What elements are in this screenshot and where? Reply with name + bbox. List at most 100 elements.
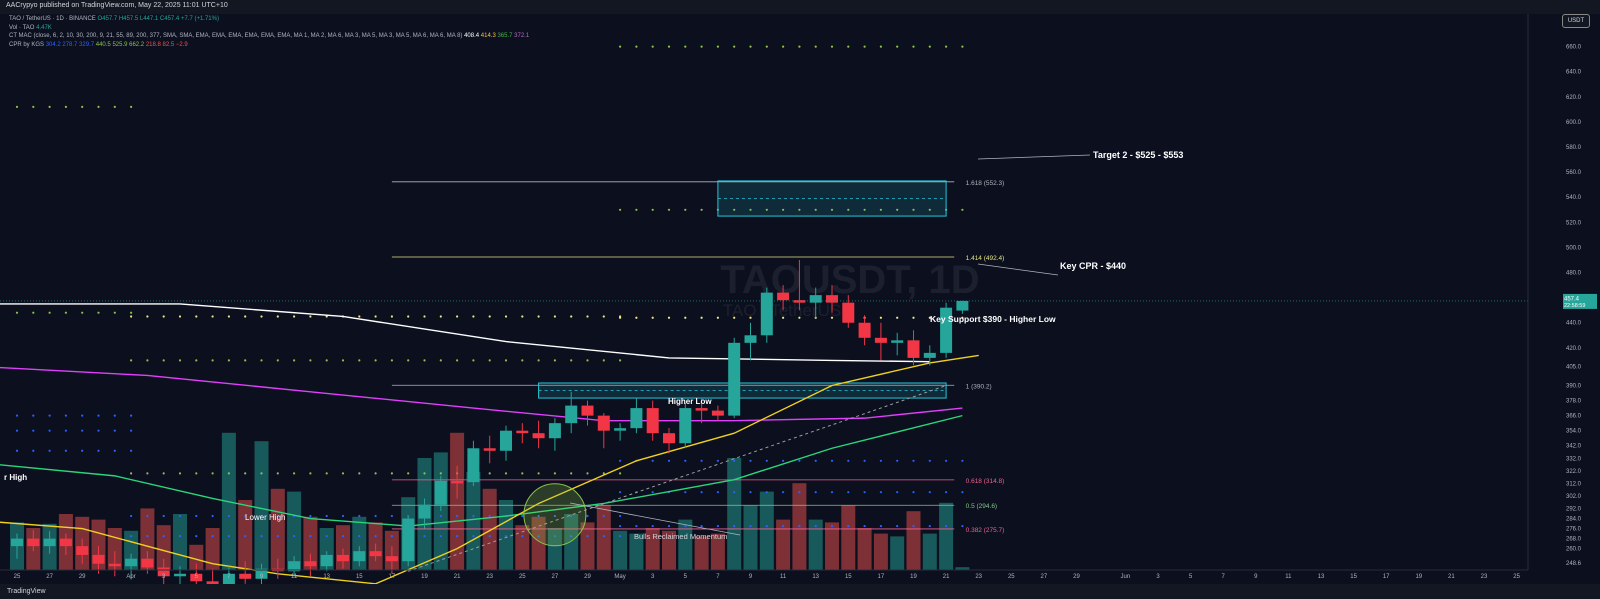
cpr-dot (146, 514, 149, 518)
legend-cpr-v2: 278.7 (62, 41, 78, 48)
candle (353, 546, 366, 567)
cpr-dot (97, 449, 100, 452)
cpr-dot (390, 359, 393, 362)
cpr-dot (619, 45, 622, 48)
watermark-symbol: TAOUSDT, 1D (720, 258, 979, 302)
time-tick-label: 7 (1222, 574, 1226, 580)
time-tick-label: 29 (584, 574, 591, 580)
candle-body (108, 563, 121, 567)
volume-bar (662, 530, 676, 570)
legend-volume-row[interactable]: Vol · TAO 4.47K (9, 24, 529, 33)
cpr-dot (896, 208, 899, 211)
cpr-dot (488, 315, 491, 318)
time-tick-label: 3 (651, 574, 655, 580)
volume-bar (270, 488, 285, 570)
candle (320, 551, 333, 572)
cpr-dot (81, 414, 84, 417)
cpr-dot (227, 472, 230, 475)
cpr-dot (619, 514, 622, 518)
cpr-dot (293, 472, 296, 475)
cpr-dot (830, 524, 834, 528)
price-tick-label: 405.0 (1566, 365, 1582, 371)
cpr-dot (358, 359, 361, 362)
cpr-dot (863, 459, 866, 462)
volume-bar (743, 505, 758, 570)
volume-bar (254, 441, 269, 570)
time-tick-label: 17 (389, 574, 396, 580)
candle-body (956, 300, 969, 311)
volume-bar (939, 502, 954, 570)
cpr-dot (293, 315, 296, 318)
candle (679, 403, 692, 449)
cpr-dot (651, 208, 654, 211)
cpr-dot (227, 359, 230, 362)
cpr-dot (651, 45, 654, 48)
legend-change: +7.7 (+1.71%) (180, 16, 219, 22)
cpr-dot (814, 459, 817, 462)
candle-body (27, 538, 40, 547)
candle-body (663, 433, 675, 444)
legend-ctmac-v1: 408.4 (464, 33, 480, 39)
volume-bar (205, 528, 220, 570)
legend-cpr-row[interactable]: CPR by KGS 304.2 278.7 329.7 440.5 525.9… (9, 41, 529, 50)
candle-body (320, 554, 333, 567)
cpr-dot (244, 359, 247, 362)
cpr-dot (961, 491, 964, 494)
cpr-dot (293, 535, 296, 538)
candle (923, 345, 936, 366)
cpr-dot (749, 316, 752, 319)
time-tick-label: 7 (716, 574, 720, 580)
cpr-dot (863, 524, 866, 528)
candle-body (923, 352, 936, 358)
candle-body (630, 408, 643, 429)
cpr-dot (619, 459, 622, 462)
cpr-dot (830, 491, 834, 494)
fib-label: 0.618 (314.8) (966, 478, 1005, 485)
cpr-dot (619, 472, 622, 475)
cpr-dot (847, 459, 850, 462)
time-tick-label: 25 (1513, 574, 1520, 580)
volume-bar (287, 491, 302, 570)
time-tick-label: 13 (323, 574, 330, 580)
moving-average-line (0, 303, 930, 363)
time-tick-label: 3 (162, 574, 166, 580)
candle-body (304, 561, 317, 567)
candle (663, 428, 675, 454)
volume-bar (580, 522, 595, 570)
legend-ctmac-row[interactable]: CT MAC (close, 6, 2, 10, 30, 200, 9, 21,… (9, 32, 529, 41)
cpr-dot (635, 208, 638, 211)
annotation-lower-high: Lower High (245, 513, 285, 522)
currency-button[interactable]: USDT (1562, 14, 1590, 28)
cpr-dot (782, 459, 785, 462)
cpr-dot (619, 524, 622, 528)
candle (728, 337, 741, 419)
cpr-dot (521, 359, 524, 362)
time-tick-label: 5 (1189, 574, 1193, 580)
volume-bar (841, 505, 856, 570)
cpr-dot (586, 514, 589, 518)
cpr-dot (667, 45, 671, 48)
cpr-dot (309, 359, 312, 362)
cpr-dot (439, 359, 442, 362)
annotation-higher-low: Higher Low (668, 397, 712, 406)
price-tick-label: 284.0 (1566, 517, 1582, 523)
price-tick-label: 640.0 (1566, 70, 1582, 76)
cpr-dot (814, 524, 817, 528)
moving-averages (0, 303, 979, 585)
candle-body (288, 561, 301, 572)
candle-body (402, 518, 415, 562)
cpr-dot (211, 535, 214, 538)
cpr-dot (358, 514, 361, 518)
bottom-bar (0, 584, 1600, 599)
cpr-dot (48, 414, 51, 417)
legend-symbol-row[interactable]: TAO / TetherUS · 1D · BINANCE O457.7 H45… (9, 15, 529, 24)
cpr-dot (635, 524, 638, 528)
cpr-dot (488, 514, 491, 518)
cpr-dot (863, 491, 866, 494)
volume-bar (759, 491, 774, 570)
cpr-dot (765, 524, 768, 528)
time-tick-label: 7 (227, 574, 231, 580)
cpr-dot (602, 472, 605, 475)
cpr-dot (260, 535, 263, 538)
